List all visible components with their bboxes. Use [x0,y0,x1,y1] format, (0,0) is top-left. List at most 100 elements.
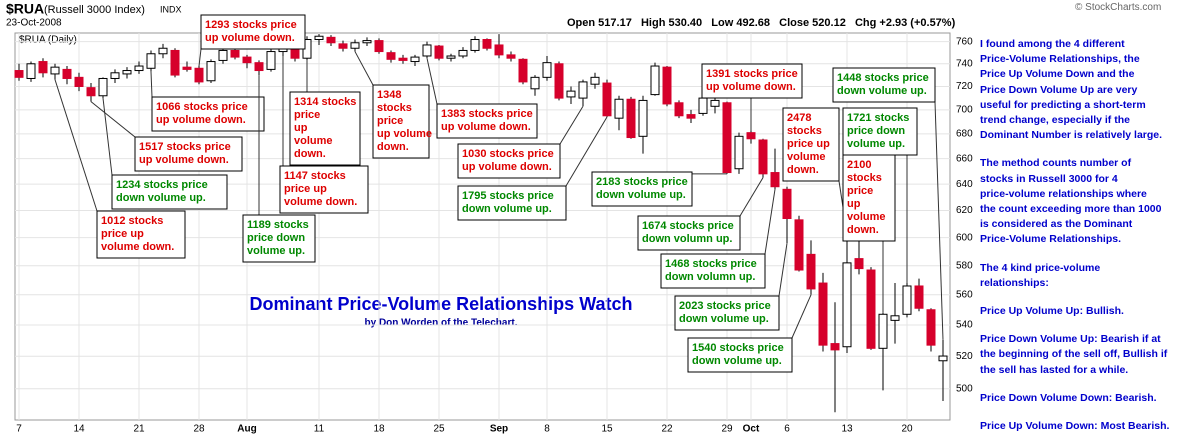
candle-body [926,309,936,346]
x-tick-label: 22 [661,424,673,435]
note-line: useful for predicting a short-term [980,98,1146,111]
annotation-box [660,253,766,289]
callout-line [198,48,202,67]
candle-body [266,51,276,70]
date: 23-Oct-2008 [6,18,62,29]
candle-body [842,262,852,348]
note-line: the sell has lasted for a while. [980,363,1129,376]
candle-body [818,282,828,346]
annotation-text: volume down. [284,196,357,208]
y-tick-label: 760 [956,36,973,47]
annotation-box [782,107,840,182]
note-paragraph: Price Up Volume Down: Most Bearish. [980,419,1188,434]
candle-body [50,66,60,75]
annotation-text: 1293 stocks price [205,19,297,31]
plot-frame [14,32,951,421]
note-line: Dominant Number is relatively large. [980,129,1163,142]
note-line: Price Up Volume Down and the [980,68,1135,81]
candle-body [38,61,48,74]
annotation-text: price [847,185,873,197]
candle-body [314,35,324,41]
annotation-text: price up [284,183,327,195]
candle-body [614,98,624,119]
note-paragraph: Price Down Volume Up: Bearish if at the b… [980,332,1188,378]
candle-body [482,39,492,49]
annotation-box [637,215,741,251]
annotation-text: 1189 stocks [247,219,309,231]
annotation-box [242,214,316,263]
candle-body [350,42,360,49]
annotation-text: down volume up. [596,189,686,201]
annotation-text: down volumn up. [665,271,755,283]
candle-body [890,315,900,321]
candle-body [914,285,924,309]
candle-body [458,49,468,57]
y-tick-label: 580 [956,260,973,271]
candle-body [146,53,156,69]
note-line: Price Down Volume Up are very [980,83,1138,96]
y-tick-label: 600 [956,232,973,243]
annotation-text: 1012 stocks [101,215,163,227]
annotation-text: up volume [377,128,432,140]
note-line: Price Down Volume Down: Bearish. [980,391,1157,404]
candle-body [62,68,72,79]
y-tick-label: 720 [956,81,973,92]
annotation-text: stocks [847,172,882,184]
annotation-text: 1030 stocks price [462,148,554,160]
candle-body [938,355,948,362]
candle-body [338,43,348,49]
annotation-text: volume [294,135,333,147]
annotation-box [96,210,186,259]
annotation-text: stocks [787,125,822,137]
credit: © StockCharts.com [1075,2,1162,13]
annotation-box [372,84,430,159]
callout-line [934,101,944,340]
y-tick-label: 560 [956,289,973,300]
candle-body [122,70,132,75]
annotation-text: down volumn up. [642,233,732,245]
annotation-text: price up [787,138,830,150]
candle-body [626,98,636,139]
annotation-text: up [294,122,308,134]
annotation-text: price up [101,228,144,240]
callout-line [90,101,136,138]
annotation-text: down. [377,141,409,153]
x-tick-label: 15 [601,424,613,435]
annotation-box [200,14,306,50]
annotation-box [134,136,243,172]
candle-body [782,188,792,220]
candle-body [158,47,168,55]
callout-line [565,116,608,187]
annotation-text: price [294,109,320,121]
note-line: Price Down Volume Up: Bearish if at [980,333,1161,346]
candle-body [170,49,180,76]
annotation-text: volume [787,151,826,163]
annotation-box [111,174,228,210]
candle-body [806,253,816,290]
note-line: relationships: [980,276,1049,289]
y-tick-label: 540 [956,320,973,331]
candle-body [26,63,36,79]
candle-body [602,82,612,117]
candle-body [902,285,912,315]
candle-body [494,44,504,56]
candle-body [470,39,480,51]
annotation-box [457,185,567,221]
candle-body [74,76,84,87]
y-tick-label: 660 [956,153,973,164]
candle-body [710,99,720,107]
y-tick-label: 740 [956,58,973,69]
index-name: (Russell 3000 Index) [44,4,145,16]
x-tick-label: 25 [433,424,445,435]
annotation-box [436,103,538,139]
candle-body [650,65,660,96]
note-line: The method counts number of [980,157,1132,170]
candle-body [542,62,552,78]
callout-line [102,98,113,176]
candle-body [662,66,672,105]
candle-body [566,90,576,98]
annotation-box [842,107,918,156]
annotation-text: 2183 stocks price [596,176,688,188]
annotation-text: 1540 stocks price [692,342,784,354]
